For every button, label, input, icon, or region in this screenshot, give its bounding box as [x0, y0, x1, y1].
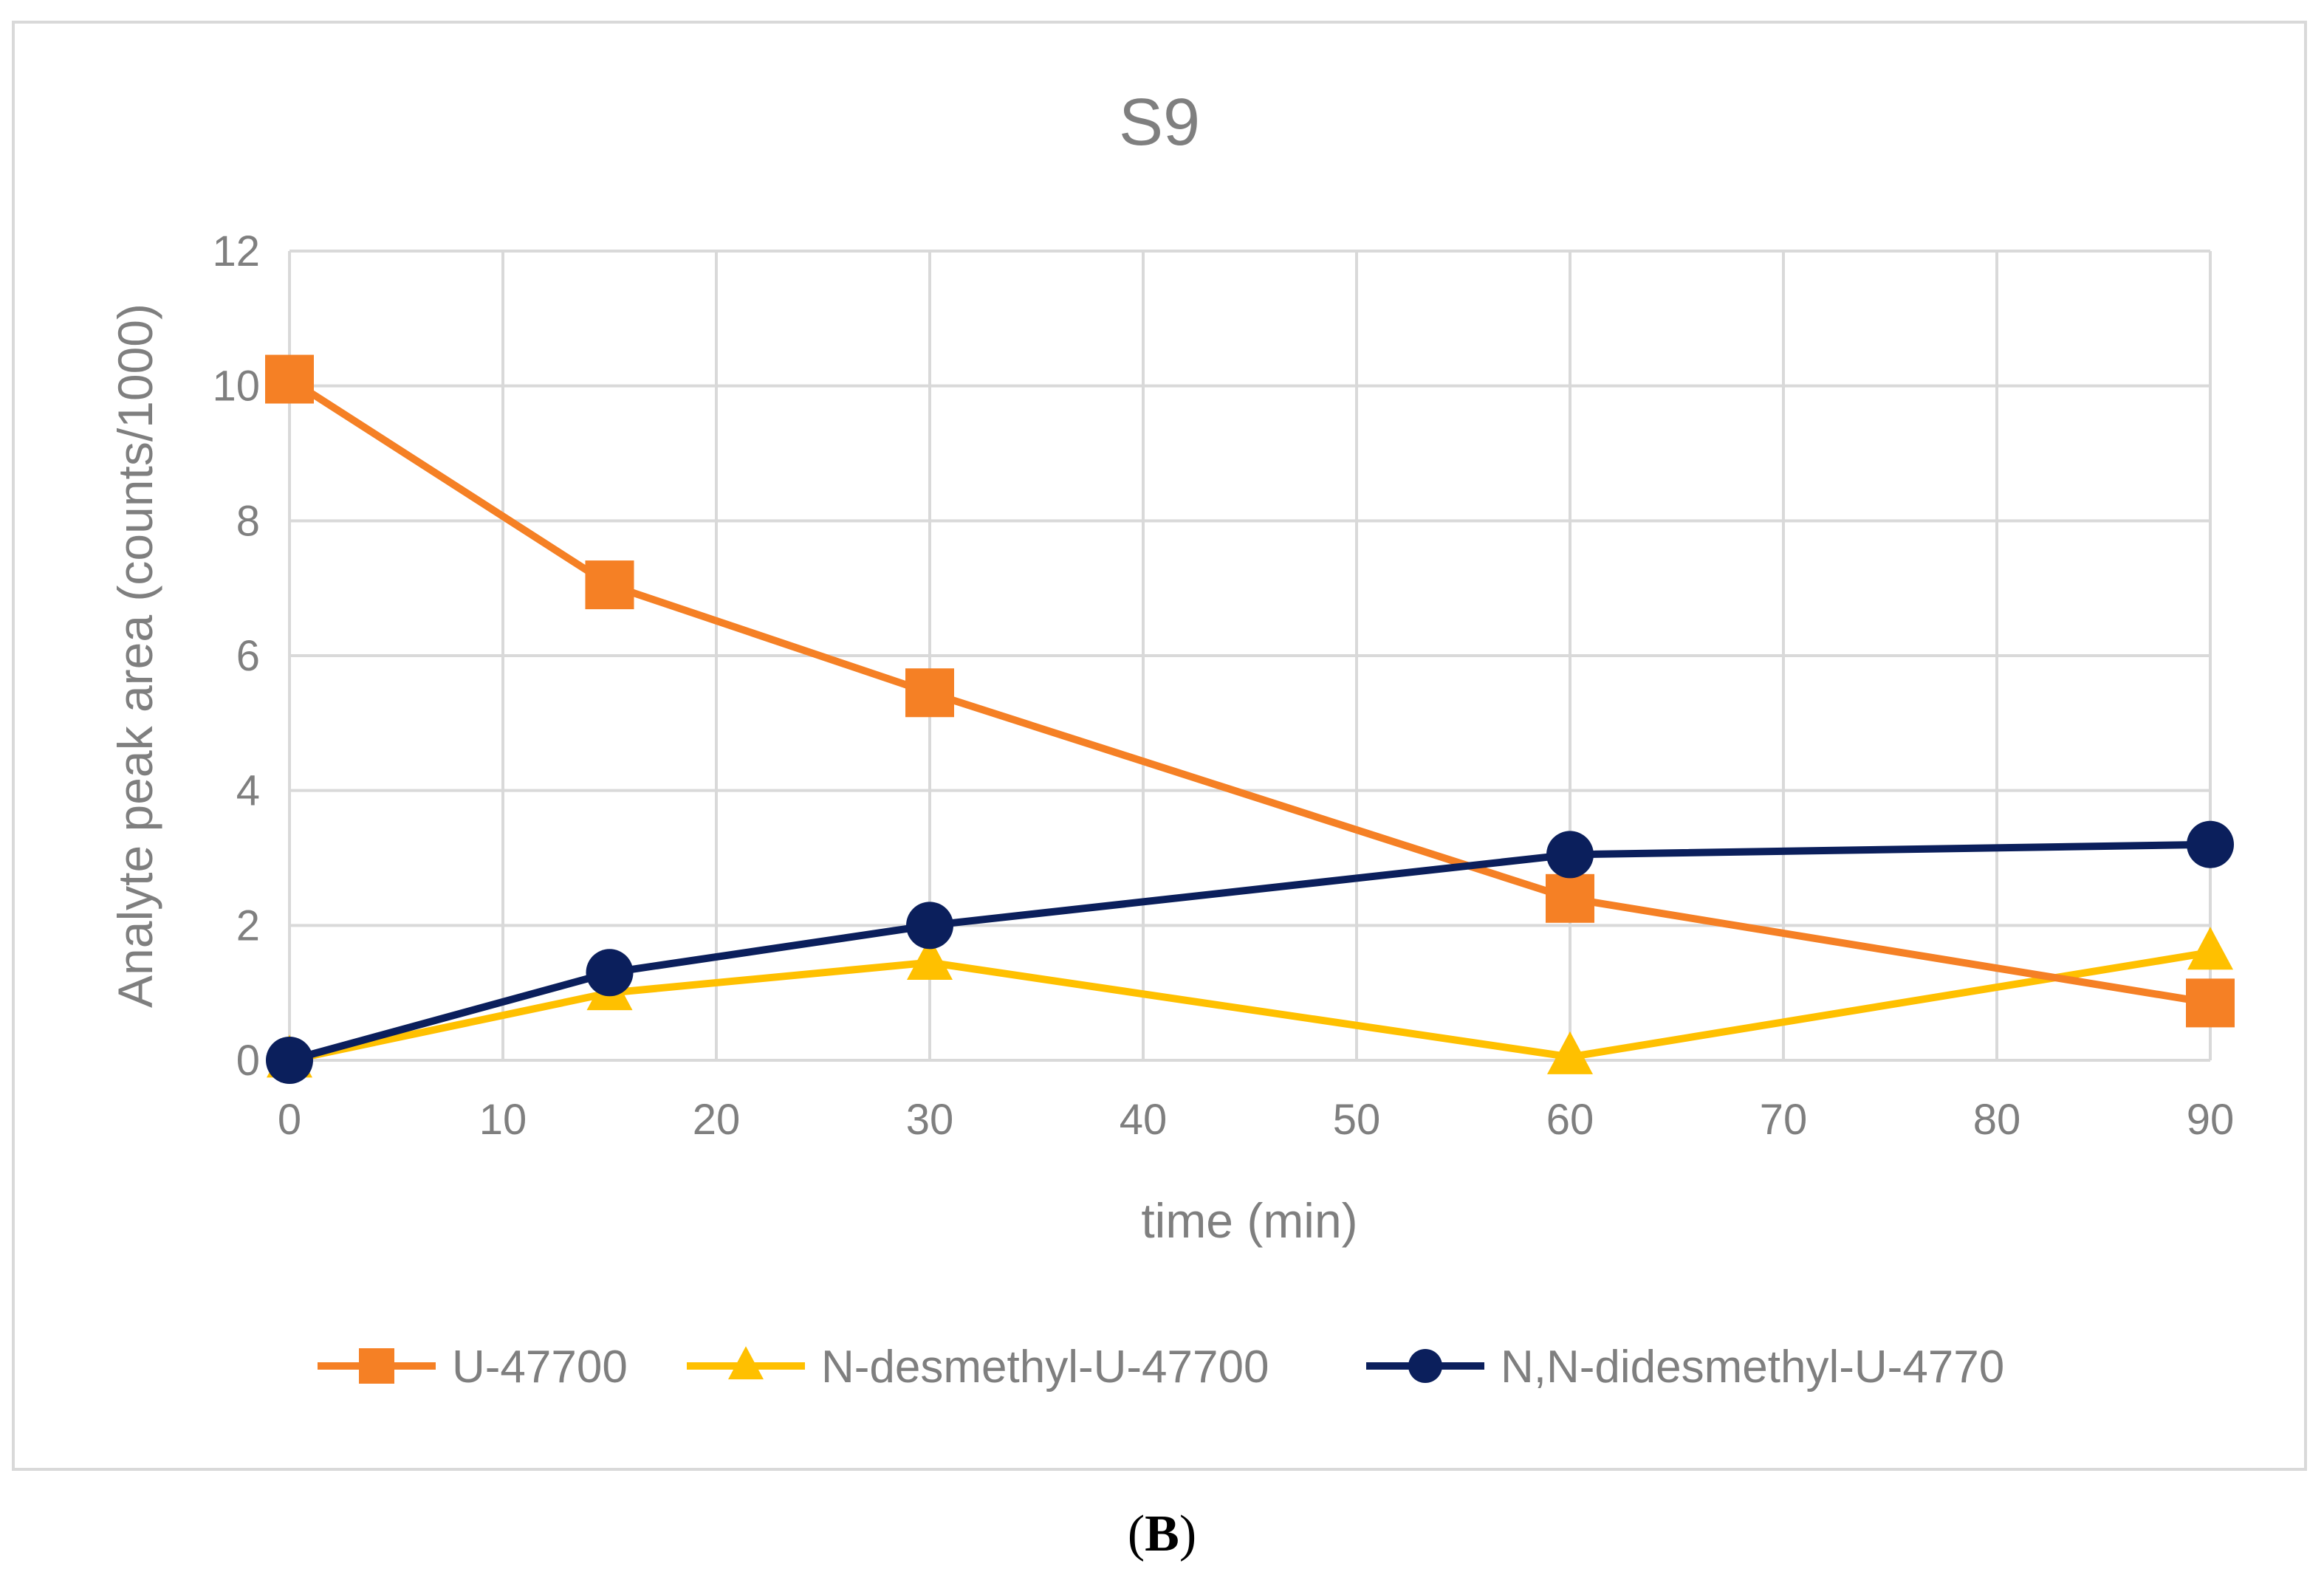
data-point-U-47700: [1546, 873, 1594, 923]
data-point-N,N-didesmethyl-U-4770: [906, 902, 953, 950]
series-line-U-47700: [287, 376, 2211, 1007]
chart-frame: [12, 21, 2307, 1471]
data-point-N-desmethyl-U-47700: [2187, 927, 2233, 970]
data-point-N,N-didesmethyl-U-4770: [2187, 820, 2234, 868]
data-point-N-desmethyl-U-47700: [1547, 1031, 1593, 1074]
data-point-U-47700: [265, 354, 314, 404]
legend-label: U-47700: [452, 1342, 628, 1393]
x-axis-label: time (min): [1141, 1193, 1357, 1248]
data-point-U-47700: [905, 668, 954, 718]
data-point-U-47700: [2186, 978, 2235, 1028]
x-tick-label: 90: [2187, 1096, 2235, 1144]
chart-title: S9: [1119, 86, 1200, 159]
legend-marker: [359, 1348, 394, 1384]
series-line-N-desmethyl-U-47700: [288, 948, 2211, 1064]
data-point-N,N-didesmethyl-U-4770: [586, 949, 634, 997]
y-tick-label: 2: [236, 902, 260, 950]
data-point-N-desmethyl-U-47700: [907, 936, 953, 981]
y-tick-label: 6: [236, 632, 260, 680]
y-axis-label: Analyte peak area (counts/1000): [108, 303, 162, 1008]
y-tick-label: 4: [236, 767, 260, 815]
data-point-N,N-didesmethyl-U-4770: [266, 1037, 313, 1084]
x-tick-label: 50: [1333, 1096, 1381, 1144]
x-tick-label: 60: [1546, 1096, 1594, 1144]
panel-label: (B): [1127, 1506, 1197, 1562]
x-tick-label: 80: [1973, 1096, 2021, 1144]
legend-label: N,N-didesmethyl-U-4770: [1501, 1342, 2004, 1393]
legend-marker: [1408, 1349, 1442, 1383]
data-point-N,N-didesmethyl-U-4770: [1546, 831, 1594, 879]
x-tick-label: 30: [906, 1096, 954, 1144]
data-point-U-47700: [585, 560, 634, 610]
x-tick-label: 20: [693, 1096, 741, 1144]
x-tick-label: 10: [479, 1096, 527, 1144]
y-tick-label: 8: [236, 497, 260, 545]
legend-marker: [728, 1346, 764, 1380]
panel-label-letter: B: [1145, 1506, 1179, 1562]
x-tick-label: 70: [1760, 1096, 1808, 1144]
y-tick-label: 10: [212, 363, 260, 411]
y-tick-label: 12: [212, 227, 260, 275]
x-tick-label: 40: [1120, 1096, 1168, 1144]
legend-label: N-desmethyl-U-47700: [821, 1342, 1269, 1393]
x-tick-label: 0: [278, 1096, 301, 1144]
y-tick-label: 0: [236, 1037, 260, 1085]
